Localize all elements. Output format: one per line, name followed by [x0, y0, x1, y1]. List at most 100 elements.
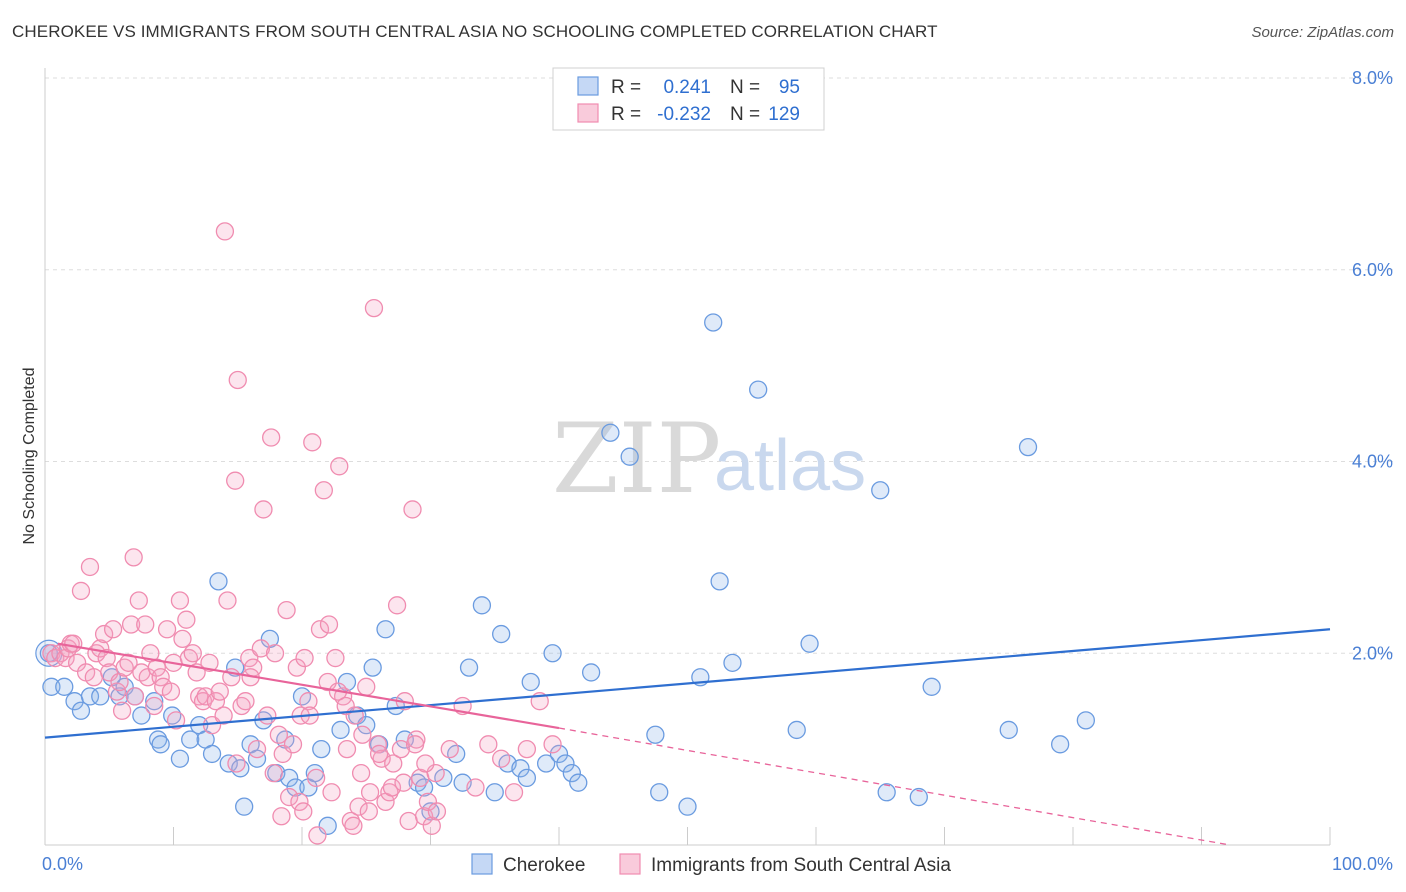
- cherokee-point-14: [151, 735, 170, 754]
- cherokee-point-54: [459, 658, 479, 677]
- immigrants-point-122: [351, 763, 371, 783]
- cherokee-point-16: [170, 749, 190, 768]
- cherokee-point-22: [219, 754, 238, 773]
- cherokee-point-62: [537, 754, 556, 773]
- legend-r-value-cherokee: 0.241: [663, 77, 711, 98]
- x-tick-label-0: 0.0%: [42, 854, 83, 874]
- immigrants-point-47: [196, 687, 215, 706]
- immigrants-point-46: [193, 692, 213, 711]
- immigrants-point-83: [326, 648, 345, 668]
- cherokee-point-6: [91, 687, 110, 706]
- legend-swatch-cherokee: [577, 76, 599, 96]
- immigrants-point-50: [206, 692, 226, 711]
- immigrants-point-99: [387, 596, 407, 615]
- legend-r-label-immigrants: R =: [611, 104, 641, 125]
- legend-r-value-immigrants: -0.232: [657, 104, 711, 125]
- cherokee-point-39: [331, 720, 350, 740]
- immigrants-point-52: [214, 706, 233, 725]
- legend-n-label-immigrants: N =: [730, 104, 760, 125]
- immigrants-point-132: [466, 778, 485, 797]
- legend-r-label-cherokee: R =: [611, 77, 641, 98]
- cherokee-point-5: [80, 687, 100, 706]
- immigrants-point-123: [359, 802, 378, 821]
- cherokee-point-68: [581, 663, 601, 682]
- immigrants-point-89: [349, 797, 368, 816]
- y-tick-label-0: 2.0%: [1352, 643, 1393, 663]
- immigrants-point-113: [272, 807, 291, 826]
- immigrants-point-53: [215, 222, 235, 241]
- cherokee-point-85: [999, 720, 1018, 740]
- immigrants-point-82: [322, 783, 341, 802]
- immigrants-point-110: [227, 754, 246, 773]
- immigrants-point-75: [295, 648, 314, 668]
- cherokee-point-67: [569, 773, 588, 792]
- cherokee-point-73: [678, 797, 697, 816]
- cherokee-point-77: [723, 653, 742, 672]
- immigrants-point-103: [403, 500, 422, 519]
- cherokee-point-72: [650, 783, 669, 802]
- legend-n-label-cherokee: N =: [730, 77, 760, 98]
- y-axis-label: No Schooling Completed: [21, 368, 38, 545]
- cherokee-point-86: [1018, 437, 1038, 457]
- cherokee-point-57: [492, 624, 511, 644]
- immigrants-point-71: [279, 787, 299, 807]
- bottom-legend-swatch-cherokee: [471, 853, 493, 875]
- cherokee-point-70: [620, 447, 639, 466]
- immigrants-point-36: [161, 682, 181, 701]
- top-legend: R = 0.241 N = 95 R = -0.232 N = 129: [552, 67, 825, 131]
- legend-swatch-immigrants: [577, 103, 599, 123]
- immigrants-point-79: [310, 620, 330, 639]
- cherokee-point-59: [511, 759, 530, 778]
- immigrants-point-102: [399, 811, 418, 831]
- bottom-legend-swatch-immigrants: [619, 853, 641, 875]
- immigrants-point-35: [157, 620, 177, 639]
- immigrants-point-62: [247, 739, 267, 759]
- immigrants-point-38: [166, 711, 186, 730]
- immigrants-point-39: [170, 591, 190, 610]
- immigrants-point-120: [336, 696, 355, 716]
- immigrants-point-134: [492, 749, 511, 768]
- cherokee-point-84: [922, 677, 941, 696]
- legend-n-value-immigrants: 129: [768, 104, 800, 125]
- immigrants-point-108: [422, 816, 441, 835]
- trend-line-cherokee: [44, 628, 1331, 739]
- immigrants-point-95: [372, 749, 391, 768]
- trend-line-immigrants-extension: [558, 727, 1231, 846]
- immigrants-point-118: [319, 615, 339, 634]
- cherokee-point-17: [181, 730, 200, 749]
- immigrants-point-63: [251, 639, 271, 658]
- immigrants-point-40: [173, 629, 192, 649]
- immigrants-point-22: [119, 653, 138, 672]
- watermark-zip: ZIP: [552, 403, 721, 515]
- immigrants-point-72: [283, 735, 303, 754]
- cherokee-point-78: [749, 380, 768, 399]
- immigrants-point-67: [265, 644, 285, 663]
- cherokee-point-75: [704, 313, 723, 332]
- immigrants-point-97: [380, 783, 399, 802]
- immigrants-point-126: [394, 773, 413, 792]
- immigrants-point-124: [369, 744, 389, 764]
- immigrants-point-54: [218, 591, 237, 610]
- chart-title: CHEROKEE VS IMMIGRANTS FROM SOUTH CENTRA…: [12, 22, 938, 41]
- cherokee-point-66: [562, 763, 581, 783]
- trend-line-immigrants: [57, 642, 560, 730]
- cherokee-point-33: [286, 778, 305, 797]
- cherokee-point-64: [549, 744, 569, 764]
- immigrants-point-70: [277, 600, 296, 620]
- immigrants-point-11: [84, 668, 103, 687]
- cherokee-point-13: [148, 730, 168, 749]
- immigrants-point-80: [314, 481, 333, 500]
- immigrants-point-59: [236, 692, 255, 711]
- cherokee-point-65: [556, 754, 575, 773]
- immigrants-point-78: [306, 768, 326, 788]
- cherokee-point-80: [800, 634, 819, 653]
- cherokee-point-43: [363, 658, 382, 677]
- immigrants-point-6: [64, 634, 83, 653]
- cherokee-point-4: [71, 701, 91, 720]
- cherokee-point-83: [909, 787, 928, 807]
- immigrants-point-23: [121, 615, 141, 634]
- immigrants-point-28: [136, 615, 155, 634]
- cherokee-point-8: [110, 687, 129, 706]
- immigrants-point-76: [299, 692, 318, 711]
- cherokee-point-12: [145, 692, 164, 711]
